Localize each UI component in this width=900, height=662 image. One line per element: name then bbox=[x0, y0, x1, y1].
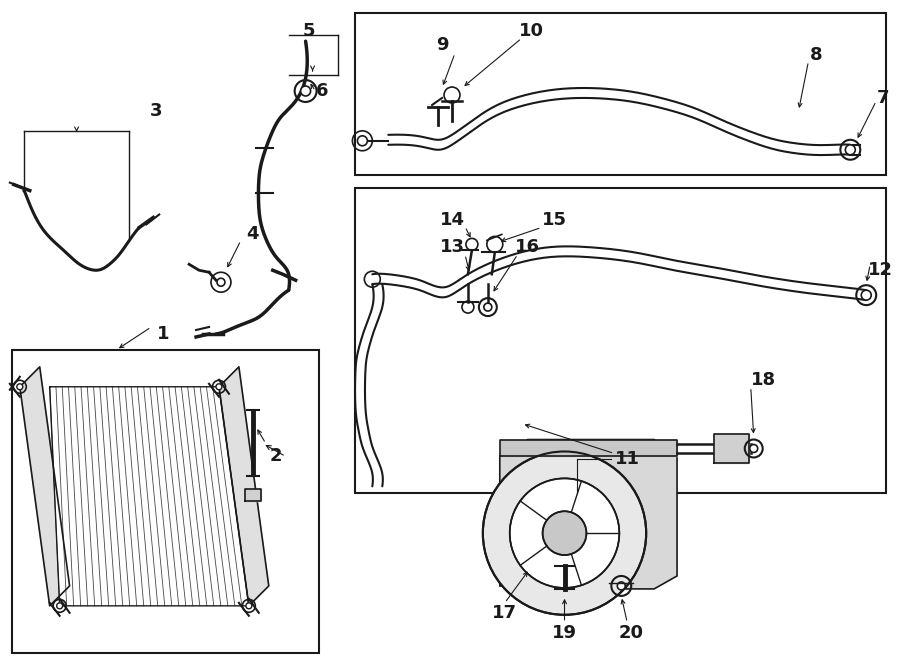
Circle shape bbox=[509, 479, 619, 588]
Text: 15: 15 bbox=[542, 211, 567, 230]
Circle shape bbox=[750, 444, 758, 453]
Circle shape bbox=[217, 278, 225, 286]
Text: 6: 6 bbox=[316, 82, 328, 100]
Circle shape bbox=[216, 384, 222, 390]
Polygon shape bbox=[245, 489, 261, 501]
Text: 20: 20 bbox=[618, 624, 644, 641]
Text: 11: 11 bbox=[615, 450, 640, 469]
Text: 5: 5 bbox=[302, 23, 315, 40]
Text: 9: 9 bbox=[436, 36, 448, 54]
Text: 4: 4 bbox=[247, 225, 259, 244]
Bar bbox=[356, 13, 886, 175]
Circle shape bbox=[861, 290, 871, 300]
Text: 3: 3 bbox=[150, 102, 163, 120]
Text: 8: 8 bbox=[810, 46, 823, 64]
Circle shape bbox=[845, 145, 855, 155]
Circle shape bbox=[483, 451, 646, 615]
Circle shape bbox=[246, 603, 252, 609]
Circle shape bbox=[484, 303, 491, 311]
Bar bbox=[12, 350, 319, 653]
Text: 2: 2 bbox=[269, 448, 282, 465]
Text: 1: 1 bbox=[157, 325, 169, 343]
Polygon shape bbox=[219, 367, 269, 606]
Polygon shape bbox=[50, 387, 248, 606]
Polygon shape bbox=[500, 440, 677, 589]
Text: 17: 17 bbox=[492, 604, 517, 622]
Circle shape bbox=[543, 511, 587, 555]
Circle shape bbox=[357, 136, 367, 146]
Text: 14: 14 bbox=[439, 211, 464, 230]
Text: 10: 10 bbox=[519, 23, 544, 40]
Polygon shape bbox=[20, 367, 69, 606]
Circle shape bbox=[301, 86, 310, 96]
Bar bbox=[356, 187, 886, 493]
Polygon shape bbox=[714, 434, 749, 463]
Text: 13: 13 bbox=[439, 238, 464, 256]
Text: 12: 12 bbox=[868, 261, 893, 279]
Text: 18: 18 bbox=[752, 371, 776, 389]
Text: 7: 7 bbox=[877, 89, 889, 107]
Text: 16: 16 bbox=[515, 238, 540, 256]
Circle shape bbox=[17, 384, 22, 390]
Circle shape bbox=[57, 603, 63, 609]
Circle shape bbox=[617, 582, 626, 590]
Polygon shape bbox=[500, 440, 677, 457]
Text: 19: 19 bbox=[552, 624, 577, 641]
